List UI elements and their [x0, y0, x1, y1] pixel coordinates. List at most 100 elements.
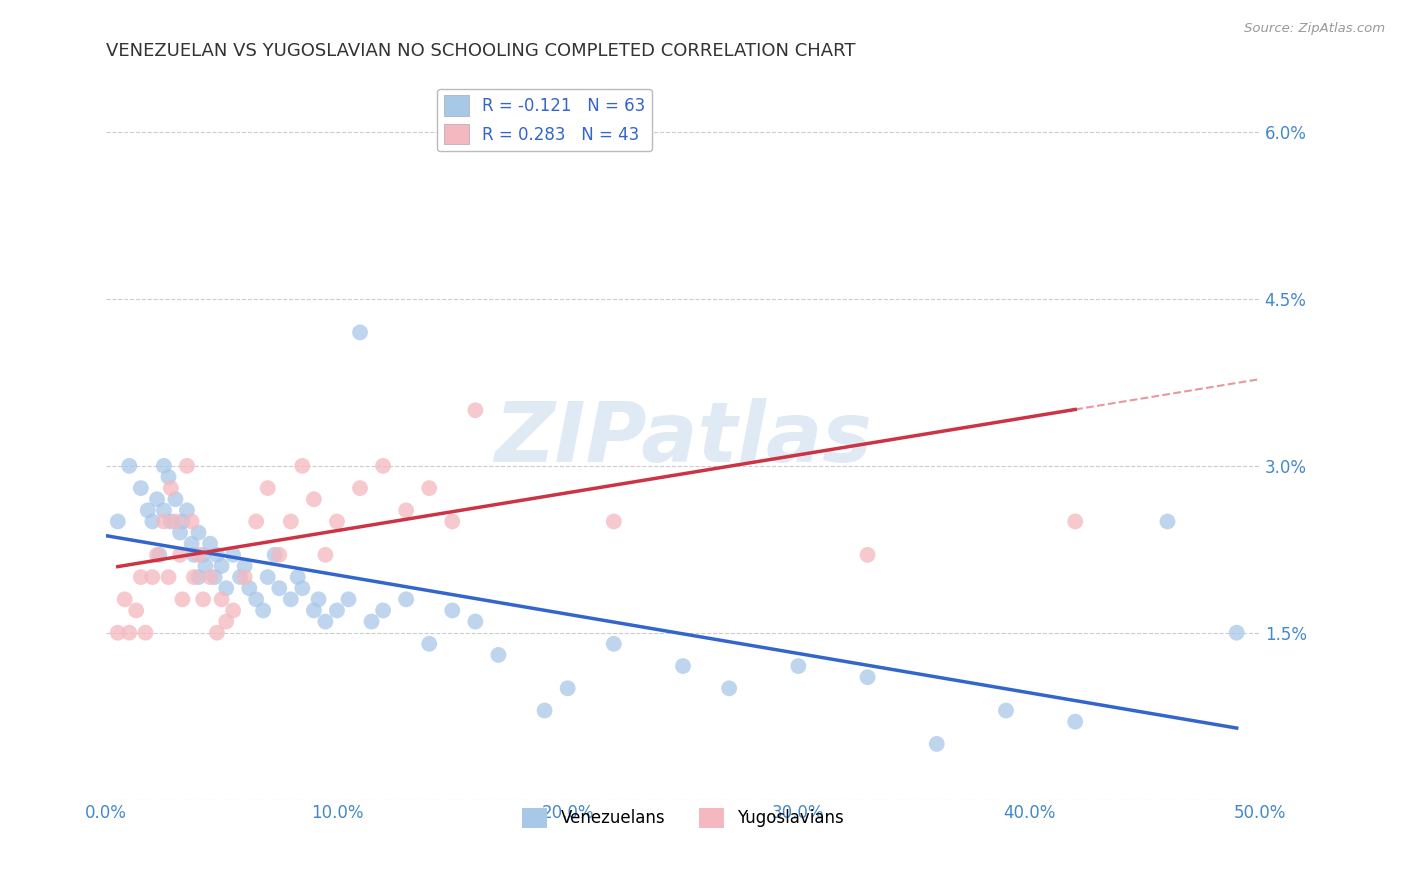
Point — [125, 603, 148, 617]
Point — [160, 515, 183, 529]
Point — [256, 481, 278, 495]
Point — [148, 548, 170, 562]
Point — [191, 548, 214, 562]
Point — [349, 326, 371, 340]
Point — [302, 603, 325, 617]
Point — [995, 704, 1018, 718]
Point — [418, 481, 440, 495]
Point — [215, 581, 238, 595]
Point — [233, 570, 256, 584]
Point — [280, 592, 302, 607]
Point — [153, 503, 176, 517]
Point — [252, 603, 274, 617]
Point — [263, 548, 285, 562]
Point — [238, 581, 260, 595]
Point — [308, 592, 330, 607]
Point — [269, 581, 291, 595]
Text: VENEZUELAN VS YUGOSLAVIAN NO SCHOOLING COMPLETED CORRELATION CHART: VENEZUELAN VS YUGOSLAVIAN NO SCHOOLING C… — [107, 42, 856, 60]
Point — [204, 570, 226, 584]
Point — [1156, 515, 1178, 529]
Point — [194, 558, 217, 573]
Text: Source: ZipAtlas.com: Source: ZipAtlas.com — [1244, 22, 1385, 36]
Point — [183, 548, 205, 562]
Point — [256, 570, 278, 584]
Point — [187, 525, 209, 540]
Point — [165, 515, 187, 529]
Point — [856, 548, 879, 562]
Point — [718, 681, 741, 696]
Point — [176, 458, 198, 473]
Point — [129, 481, 152, 495]
Point — [925, 737, 948, 751]
Point — [371, 458, 394, 473]
Point — [1226, 625, 1249, 640]
Point — [395, 503, 418, 517]
Point — [198, 570, 221, 584]
Point — [245, 592, 267, 607]
Point — [291, 458, 314, 473]
Point — [349, 481, 371, 495]
Point — [157, 570, 180, 584]
Point — [211, 558, 233, 573]
Point — [441, 515, 464, 529]
Point — [302, 492, 325, 507]
Point — [129, 570, 152, 584]
Point — [222, 548, 245, 562]
Point — [205, 548, 228, 562]
Point — [134, 625, 156, 640]
Point — [215, 615, 238, 629]
Point — [141, 570, 163, 584]
Point — [1064, 515, 1087, 529]
Point — [191, 592, 214, 607]
Point — [146, 548, 169, 562]
Point — [172, 592, 194, 607]
Point — [395, 592, 418, 607]
Point — [603, 637, 626, 651]
Point — [291, 581, 314, 595]
Point — [114, 592, 136, 607]
Point — [464, 403, 486, 417]
Point — [1064, 714, 1087, 729]
Point — [233, 558, 256, 573]
Point — [464, 615, 486, 629]
Point — [269, 548, 291, 562]
Text: ZIPatlas: ZIPatlas — [494, 398, 872, 479]
Point — [205, 625, 228, 640]
Point — [136, 503, 159, 517]
Point — [107, 625, 129, 640]
Point — [180, 537, 202, 551]
Point — [160, 481, 183, 495]
Point — [187, 570, 209, 584]
Point — [488, 648, 510, 662]
Point — [107, 515, 129, 529]
Point — [222, 603, 245, 617]
Point — [245, 515, 267, 529]
Point — [314, 548, 336, 562]
Point — [441, 603, 464, 617]
Point — [557, 681, 579, 696]
Point — [183, 570, 205, 584]
Point — [176, 503, 198, 517]
Point — [165, 492, 187, 507]
Legend: Venezuelans, Yugoslavians: Venezuelans, Yugoslavians — [516, 801, 851, 835]
Point — [287, 570, 309, 584]
Point — [603, 515, 626, 529]
Point — [418, 637, 440, 651]
Point — [153, 515, 176, 529]
Point — [371, 603, 394, 617]
Point — [141, 515, 163, 529]
Point — [169, 525, 191, 540]
Point — [118, 625, 141, 640]
Point — [187, 548, 209, 562]
Point — [672, 659, 695, 673]
Point — [280, 515, 302, 529]
Point — [326, 515, 349, 529]
Point — [211, 592, 233, 607]
Point — [326, 603, 349, 617]
Point — [153, 458, 176, 473]
Point — [360, 615, 382, 629]
Point — [146, 492, 169, 507]
Point — [180, 515, 202, 529]
Point — [499, 125, 522, 139]
Point — [169, 548, 191, 562]
